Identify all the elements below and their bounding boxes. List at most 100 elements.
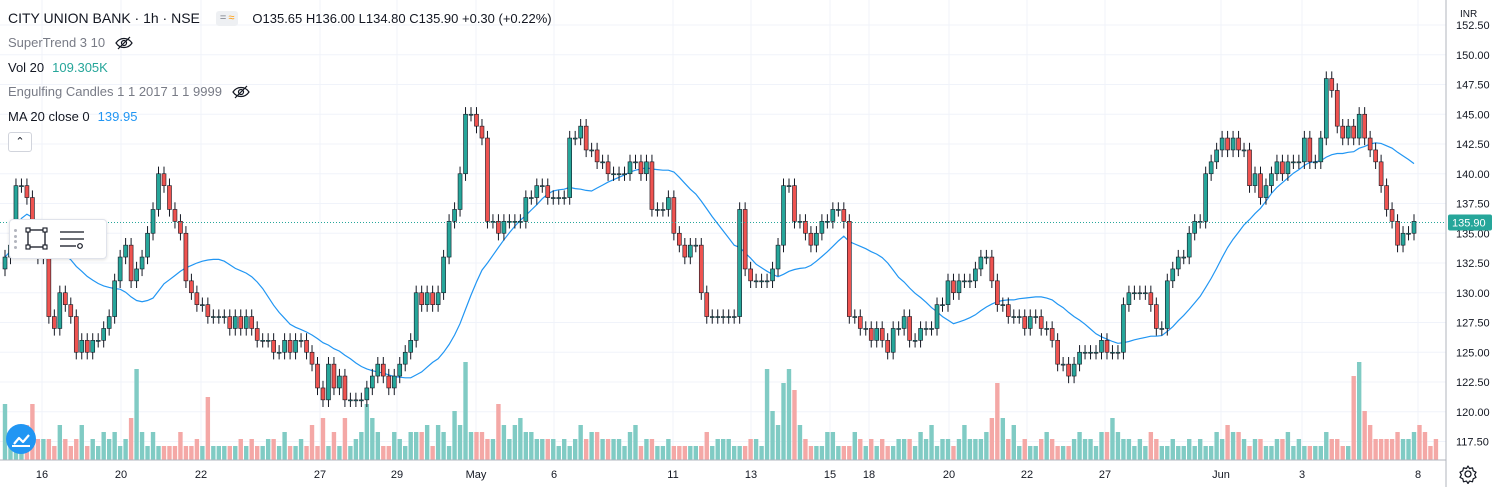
volume-bar bbox=[337, 446, 342, 460]
candle-body bbox=[265, 340, 271, 342]
volume-bar bbox=[463, 362, 468, 460]
candle-body bbox=[666, 197, 671, 210]
volume-bar bbox=[622, 446, 627, 460]
candle-body bbox=[1175, 256, 1181, 270]
indicator-engulfing[interactable]: Engulfing Candles 1 1 2017 1 1 9999 bbox=[8, 80, 552, 105]
collapse-legend-button[interactable]: ⌃ bbox=[8, 131, 32, 152]
volume-bar bbox=[156, 446, 161, 460]
volume-bar bbox=[1252, 439, 1258, 460]
volume-bar bbox=[1373, 439, 1378, 460]
volume-bar bbox=[578, 425, 583, 460]
volume-bar bbox=[989, 418, 995, 460]
series-toggle-buttons[interactable]: = ≈ bbox=[215, 10, 239, 26]
volume-bar bbox=[945, 439, 951, 460]
price-tick-label: 120.00 bbox=[1456, 407, 1490, 419]
candle-body bbox=[1170, 268, 1176, 282]
time-tick-label: 22 bbox=[1021, 469, 1033, 481]
eye-hidden-icon[interactable] bbox=[115, 36, 133, 50]
volume-bar bbox=[474, 432, 479, 460]
candle-body bbox=[742, 209, 748, 270]
candle-body bbox=[550, 197, 556, 199]
volume-bar bbox=[671, 446, 677, 460]
time-tick-label: 6 bbox=[551, 469, 557, 481]
indicator-volume[interactable]: Vol 20 109.305K bbox=[8, 55, 552, 80]
candle-body bbox=[572, 137, 578, 140]
volume-bar bbox=[1165, 446, 1170, 460]
candle-body bbox=[342, 375, 348, 401]
candle-body bbox=[298, 340, 304, 342]
candle-body bbox=[792, 185, 797, 222]
volume-bar bbox=[370, 418, 375, 460]
drawing-toolbar[interactable] bbox=[9, 219, 107, 259]
candle-body bbox=[622, 173, 627, 176]
volume-bar bbox=[178, 432, 183, 460]
volume-bar bbox=[951, 446, 956, 460]
candle-body bbox=[1203, 173, 1208, 222]
volume-bar bbox=[775, 425, 781, 460]
wave-icon[interactable]: ≈ bbox=[228, 11, 235, 24]
candle-body bbox=[770, 268, 775, 282]
volume-bar bbox=[1406, 439, 1411, 460]
last-price-label: 135.90 bbox=[1452, 218, 1486, 230]
candle-body bbox=[644, 161, 649, 175]
volume-bar bbox=[1099, 432, 1104, 460]
symbol-title[interactable]: CITY UNION BANK · 1h · NSE bbox=[8, 10, 200, 27]
candle-body bbox=[1345, 125, 1351, 139]
candle-body bbox=[1132, 292, 1137, 295]
candle-body bbox=[375, 363, 381, 377]
candle-body bbox=[1411, 221, 1417, 234]
candle-body bbox=[978, 256, 984, 270]
candle-body bbox=[380, 363, 386, 377]
candle-body bbox=[260, 340, 265, 342]
tradingview-logo[interactable] bbox=[6, 424, 36, 454]
minus-icon[interactable]: = bbox=[219, 11, 227, 24]
candle-body bbox=[523, 197, 529, 222]
volume-bar bbox=[1411, 432, 1417, 460]
volume-bar bbox=[1318, 446, 1323, 460]
candle-body bbox=[1285, 161, 1291, 175]
candle-body bbox=[424, 292, 430, 305]
candle-body bbox=[216, 316, 222, 318]
time-tick-label: 18 bbox=[863, 469, 875, 481]
candle-body bbox=[1077, 351, 1082, 365]
volume-bar bbox=[309, 425, 315, 460]
volume-bar bbox=[265, 439, 271, 460]
volume-bar bbox=[183, 446, 189, 460]
volume-bar bbox=[583, 439, 589, 460]
drag-handle[interactable] bbox=[14, 229, 18, 249]
volume-bar bbox=[770, 411, 775, 460]
volume-bar bbox=[1422, 432, 1428, 460]
volume-bar bbox=[540, 439, 545, 460]
candle-body bbox=[704, 292, 710, 317]
candle-body bbox=[359, 399, 364, 402]
rectangle-tool-icon[interactable] bbox=[18, 221, 54, 257]
candle-body bbox=[863, 328, 869, 330]
candle-body bbox=[408, 340, 414, 353]
candle-body bbox=[995, 280, 1000, 305]
candle-body bbox=[52, 316, 57, 329]
candle-body bbox=[1137, 292, 1143, 295]
settings-lines-icon[interactable] bbox=[54, 221, 90, 257]
candle-body bbox=[797, 221, 803, 223]
volume-bar bbox=[381, 446, 386, 460]
volume-bar bbox=[1017, 446, 1022, 460]
candle-body bbox=[1027, 316, 1033, 329]
candle-body bbox=[249, 316, 255, 329]
volume-bar bbox=[68, 446, 73, 460]
candle-body bbox=[172, 209, 178, 222]
gear-icon[interactable] bbox=[1458, 464, 1478, 484]
indicator-ma[interactable]: MA 20 close 0 139.95 bbox=[8, 104, 552, 129]
volume-bar bbox=[879, 439, 885, 460]
volume-bar bbox=[1060, 446, 1066, 460]
volume-bar bbox=[1187, 439, 1192, 460]
time-tick-label: 11 bbox=[667, 469, 678, 481]
indicator-supertrend[interactable]: SuperTrend 3 10 bbox=[8, 31, 552, 56]
volume-bar bbox=[403, 446, 408, 460]
time-tick-label: 20 bbox=[115, 469, 127, 481]
volume-bar bbox=[792, 390, 797, 460]
candle-body bbox=[709, 316, 715, 318]
volume-bar bbox=[1115, 432, 1121, 460]
volume-bar bbox=[1208, 446, 1214, 460]
eye-hidden-icon[interactable] bbox=[232, 85, 250, 99]
